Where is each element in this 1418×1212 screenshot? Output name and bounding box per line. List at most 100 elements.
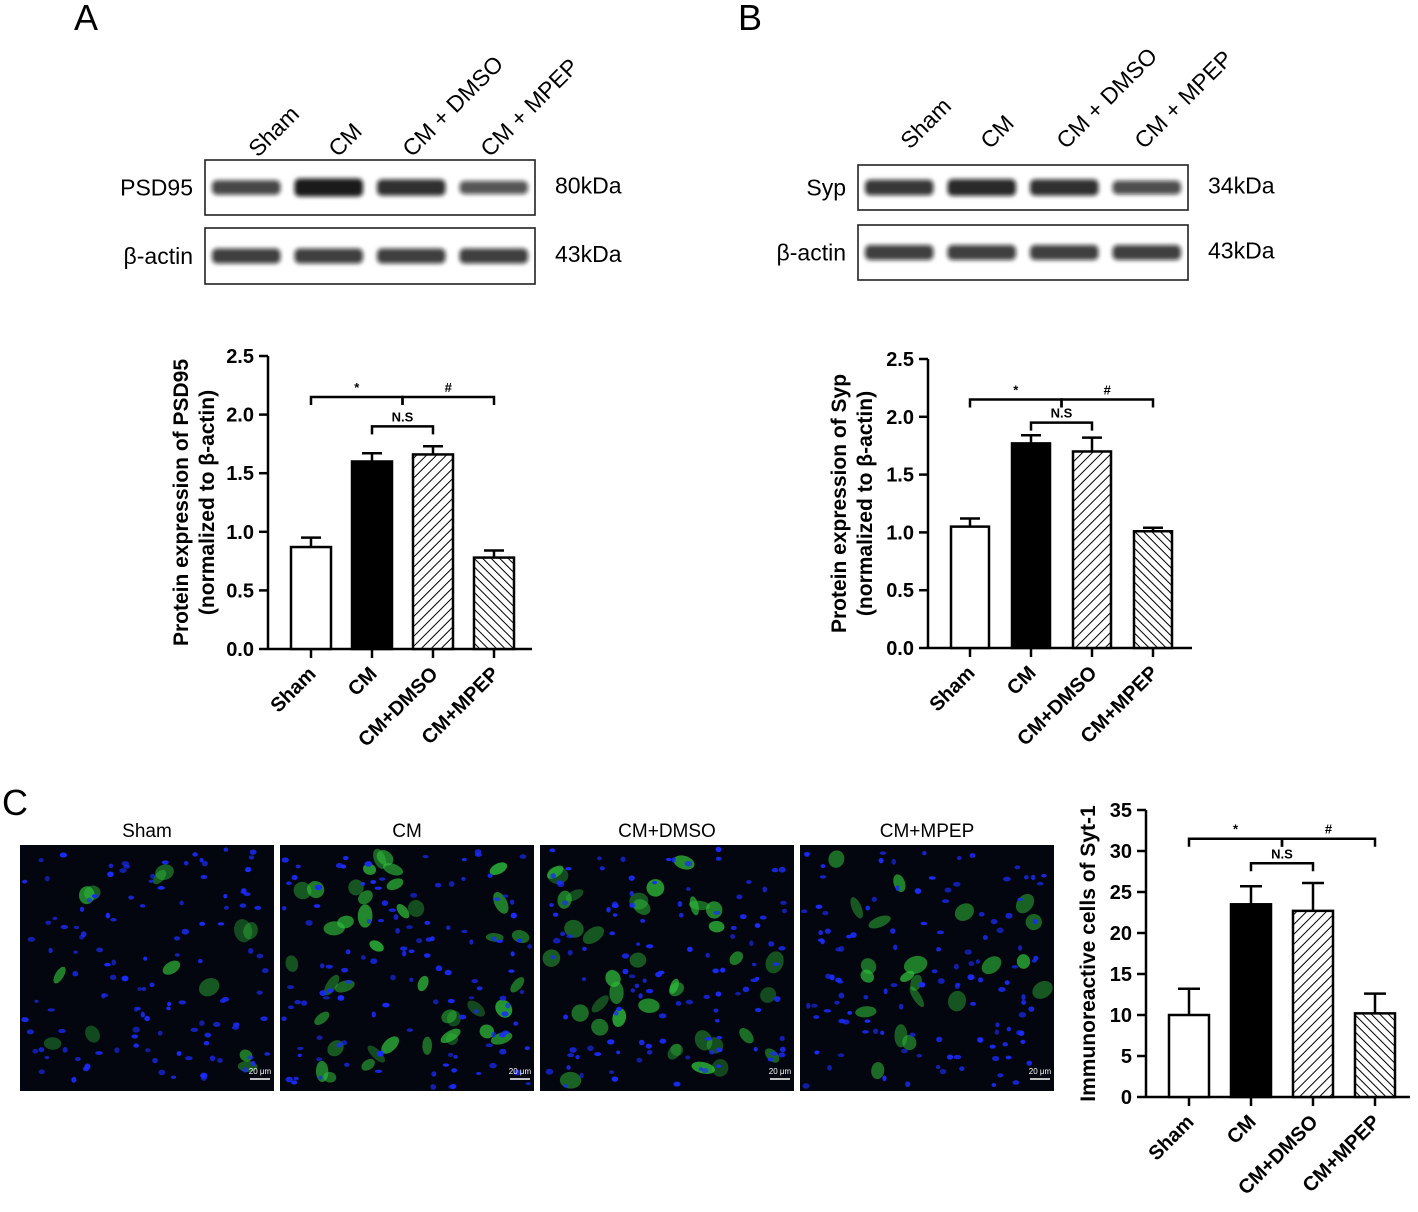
nucleus xyxy=(131,1034,139,1039)
nucleus xyxy=(871,896,877,902)
nucleus xyxy=(823,1009,832,1013)
nucleus xyxy=(239,903,247,908)
nucleus xyxy=(157,886,165,890)
nucleus xyxy=(634,983,640,988)
nucleus xyxy=(1018,1011,1027,1018)
nucleus xyxy=(1021,1000,1027,1005)
significance-label: # xyxy=(1325,822,1333,837)
significance-bracket xyxy=(1187,837,1284,847)
nucleus xyxy=(340,864,347,869)
nucleus xyxy=(780,1046,786,1053)
nucleus xyxy=(567,949,573,956)
nucleus xyxy=(862,1030,869,1034)
nucleus xyxy=(376,1050,384,1057)
nucleus xyxy=(423,953,431,958)
nucleus xyxy=(201,860,208,867)
nucleus xyxy=(166,1006,171,1011)
nucleus xyxy=(613,1011,619,1016)
nucleus xyxy=(217,1057,223,1063)
size-label: 43kDa xyxy=(555,241,622,267)
nucleus xyxy=(261,968,269,974)
labeled-cell xyxy=(422,1036,432,1055)
nucleus xyxy=(779,1035,785,1042)
nucleus xyxy=(152,1058,158,1064)
nucleus xyxy=(60,924,69,930)
nucleus xyxy=(893,944,898,951)
nucleus xyxy=(545,1068,554,1075)
labeled-cell xyxy=(479,1024,495,1039)
nucleus xyxy=(599,866,605,871)
nucleus xyxy=(916,1053,922,1058)
nucleus xyxy=(316,1035,323,1040)
labeled-cell xyxy=(547,866,569,884)
nucleus xyxy=(549,903,554,907)
nucleus xyxy=(709,1050,715,1055)
significance-bracket xyxy=(968,398,1063,408)
nucleus xyxy=(1036,881,1044,886)
nucleus xyxy=(95,1051,103,1055)
nucleus xyxy=(114,1047,120,1053)
labeled-cell xyxy=(633,899,651,915)
nucleus xyxy=(293,1076,299,1081)
nucleus xyxy=(628,974,636,979)
labeled-cell xyxy=(381,1036,399,1054)
nucleus xyxy=(517,938,523,943)
labeled-cell xyxy=(850,897,863,919)
nucleus xyxy=(616,1006,622,1012)
nucleus xyxy=(223,893,228,899)
scale-bar-label: 20 μm xyxy=(249,1067,272,1076)
nucleus xyxy=(416,938,423,944)
nucleus xyxy=(167,1001,172,1007)
nucleus xyxy=(622,968,629,975)
y-tick-label: 10 xyxy=(1110,1005,1132,1027)
nucleus xyxy=(105,912,111,919)
bar-sham xyxy=(289,545,333,651)
nucleus xyxy=(318,1075,323,1080)
nucleus xyxy=(936,947,942,952)
labeled-cell xyxy=(361,1058,375,1071)
nucleus xyxy=(173,936,181,941)
significance-bracket xyxy=(1029,421,1094,431)
labeled-cell xyxy=(490,1031,513,1045)
labeled-cell xyxy=(903,955,928,974)
nucleus xyxy=(406,1028,413,1032)
size-label: 34kDa xyxy=(1208,173,1275,199)
labeled-cell xyxy=(445,1033,459,1046)
nucleus xyxy=(754,923,761,928)
y-tick-label: 0.0 xyxy=(226,639,254,661)
nucleus xyxy=(684,860,693,867)
nucleus xyxy=(922,851,927,856)
nucleus xyxy=(59,852,67,858)
blot-band xyxy=(459,248,528,264)
nucleus xyxy=(953,963,959,970)
nucleus xyxy=(928,876,936,880)
nucleus xyxy=(496,939,504,943)
nucleus xyxy=(1017,945,1023,951)
blot-band xyxy=(947,245,1016,260)
y-tick-label: 2.5 xyxy=(226,346,254,368)
labeled-cell xyxy=(386,878,404,891)
y-tick-label: 15 xyxy=(1110,964,1132,986)
nucleus xyxy=(909,1032,916,1037)
nucleus xyxy=(616,1050,621,1055)
nucleus xyxy=(295,864,301,869)
nucleus xyxy=(213,1021,221,1027)
nucleus xyxy=(714,1019,720,1023)
nucleus xyxy=(256,990,263,995)
nucleus xyxy=(371,1011,376,1018)
nucleus xyxy=(203,1040,210,1046)
y-axis-label: Protein expression of PSD95 (normalized t… xyxy=(170,359,219,646)
nucleus xyxy=(382,1002,390,1008)
nucleus xyxy=(183,861,189,866)
y-tick-label: 2.5 xyxy=(886,349,914,371)
nucleus xyxy=(770,1051,778,1056)
nucleus xyxy=(148,879,154,883)
nucleus xyxy=(313,904,321,908)
labeled-cell xyxy=(948,990,967,1012)
y-axis-label-line: (normalized to β-actin) xyxy=(196,390,219,615)
blot-band xyxy=(1030,179,1099,196)
nucleus xyxy=(749,940,754,947)
nucleus xyxy=(1014,865,1021,870)
nucleus xyxy=(361,955,366,960)
labeled-cell xyxy=(668,982,684,997)
